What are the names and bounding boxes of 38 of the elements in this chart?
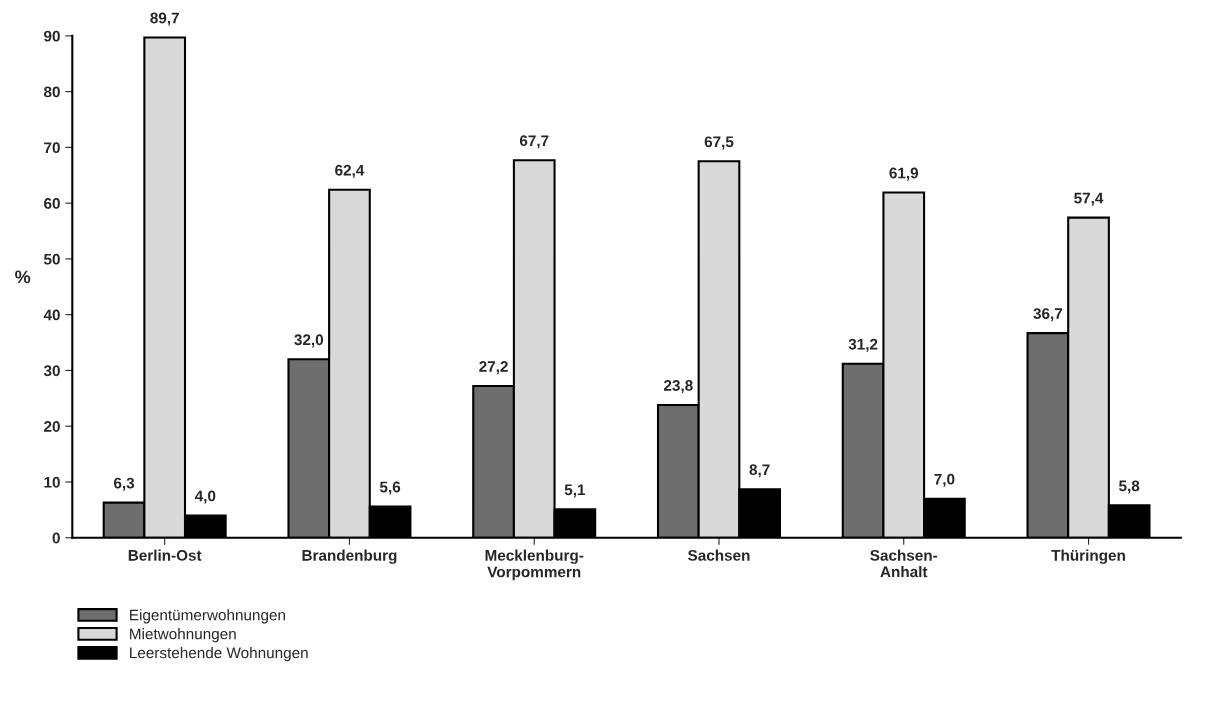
x-tick-label: Brandenburg bbox=[302, 549, 397, 564]
data-label: 5,1 bbox=[564, 484, 586, 498]
y-tick-label: 90 bbox=[44, 30, 60, 42]
data-label: 4,0 bbox=[194, 490, 216, 504]
y-tick-label: 20 bbox=[44, 421, 60, 432]
y-tick-label: 40 bbox=[43, 309, 60, 321]
y-axis-title: % bbox=[15, 270, 31, 284]
data-label: 67,5 bbox=[704, 136, 734, 150]
data-label: 62,4 bbox=[335, 164, 365, 178]
y-tick-label: 0 bbox=[52, 532, 60, 544]
x-tick-label: Sachsen- Anhalt bbox=[870, 549, 938, 578]
y-tick-label: 30 bbox=[43, 365, 60, 377]
data-label: 27,2 bbox=[479, 361, 508, 375]
data-label: 23,8 bbox=[664, 380, 693, 394]
x-tick-label: Thüringen bbox=[1051, 549, 1125, 564]
data-label: 8,7 bbox=[749, 464, 770, 478]
data-label: 32,0 bbox=[294, 334, 324, 348]
legend-label: Leerstehende Wohnungen bbox=[130, 647, 308, 662]
y-tick-label: 50 bbox=[43, 253, 60, 265]
data-label: 36,7 bbox=[1033, 308, 1063, 322]
data-label: 89,7 bbox=[150, 12, 179, 26]
data-label: 5,6 bbox=[379, 481, 401, 495]
data-label: 67,7 bbox=[519, 135, 549, 149]
data-label: 5,8 bbox=[1119, 480, 1140, 494]
x-tick-label: Mecklenburg- Vorpommern bbox=[485, 549, 584, 581]
legend-label: Mietwohnungen bbox=[130, 628, 236, 643]
data-label: 57,4 bbox=[1074, 192, 1104, 206]
y-tick-label: 70 bbox=[44, 142, 60, 154]
y-tick-label: 80 bbox=[43, 86, 60, 98]
x-tick-label: Berlin-Ost bbox=[128, 549, 202, 561]
data-label: 7,0 bbox=[934, 473, 955, 487]
y-tick-label: 60 bbox=[44, 198, 60, 209]
data-label: 6,3 bbox=[113, 477, 135, 491]
data-label: 31,2 bbox=[848, 338, 878, 352]
data-label: 61,9 bbox=[889, 167, 919, 181]
y-tick-label: 10 bbox=[44, 476, 60, 488]
legend-label: Eigentümerwohnungen bbox=[130, 609, 285, 624]
x-tick-label: Sachsen bbox=[688, 549, 750, 561]
